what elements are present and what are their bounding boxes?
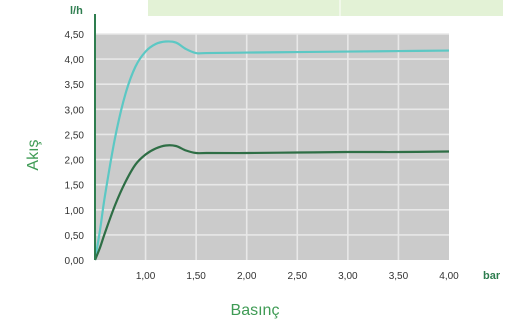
series-lines [93, 40, 450, 261]
legend-strip [148, 0, 503, 16]
y-tick-label: 0,50 [65, 231, 85, 242]
y-tick-label: 2,50 [65, 130, 85, 141]
y-tick-labels: 0,00 0,50 1,00 1,50 2,00 2,50 3,00 3,50 4,00 4,50 [65, 30, 85, 267]
x-unit-label: bar [483, 270, 501, 282]
x-tick-label: 3,50 [389, 271, 409, 282]
x-axis-title: Basınç [231, 302, 280, 319]
grid-lines [95, 33, 449, 260]
series-line-1 [93, 40, 450, 261]
x-tick-labels: 1,00 1,50 2,00 2,50 3,00 3,50 4,00 [136, 271, 459, 282]
y-tick-label: 3,50 [65, 80, 85, 91]
x-tick-label: 2,00 [237, 271, 257, 282]
x-tick-label: 4,00 [439, 271, 459, 282]
x-tick-label: 3,00 [338, 271, 358, 282]
y-unit-label: l/h [70, 5, 83, 17]
series-line-2 [93, 144, 450, 261]
y-axis-title: Akış [25, 139, 42, 170]
y-tick-label: 4,50 [65, 30, 85, 41]
y-tick-label: 3,00 [65, 105, 85, 116]
x-tick-label: 2,50 [288, 271, 308, 282]
x-tick-label: 1,00 [136, 271, 156, 282]
y-tick-label: 4,00 [65, 55, 85, 66]
x-tick-label: 1,50 [186, 271, 206, 282]
y-tick-label: 2,00 [65, 156, 85, 167]
y-tick-label: 1,00 [65, 206, 85, 217]
plot-area [95, 34, 449, 260]
y-tick-label: 0,00 [65, 256, 85, 267]
y-tick-label: 1,50 [65, 181, 85, 192]
